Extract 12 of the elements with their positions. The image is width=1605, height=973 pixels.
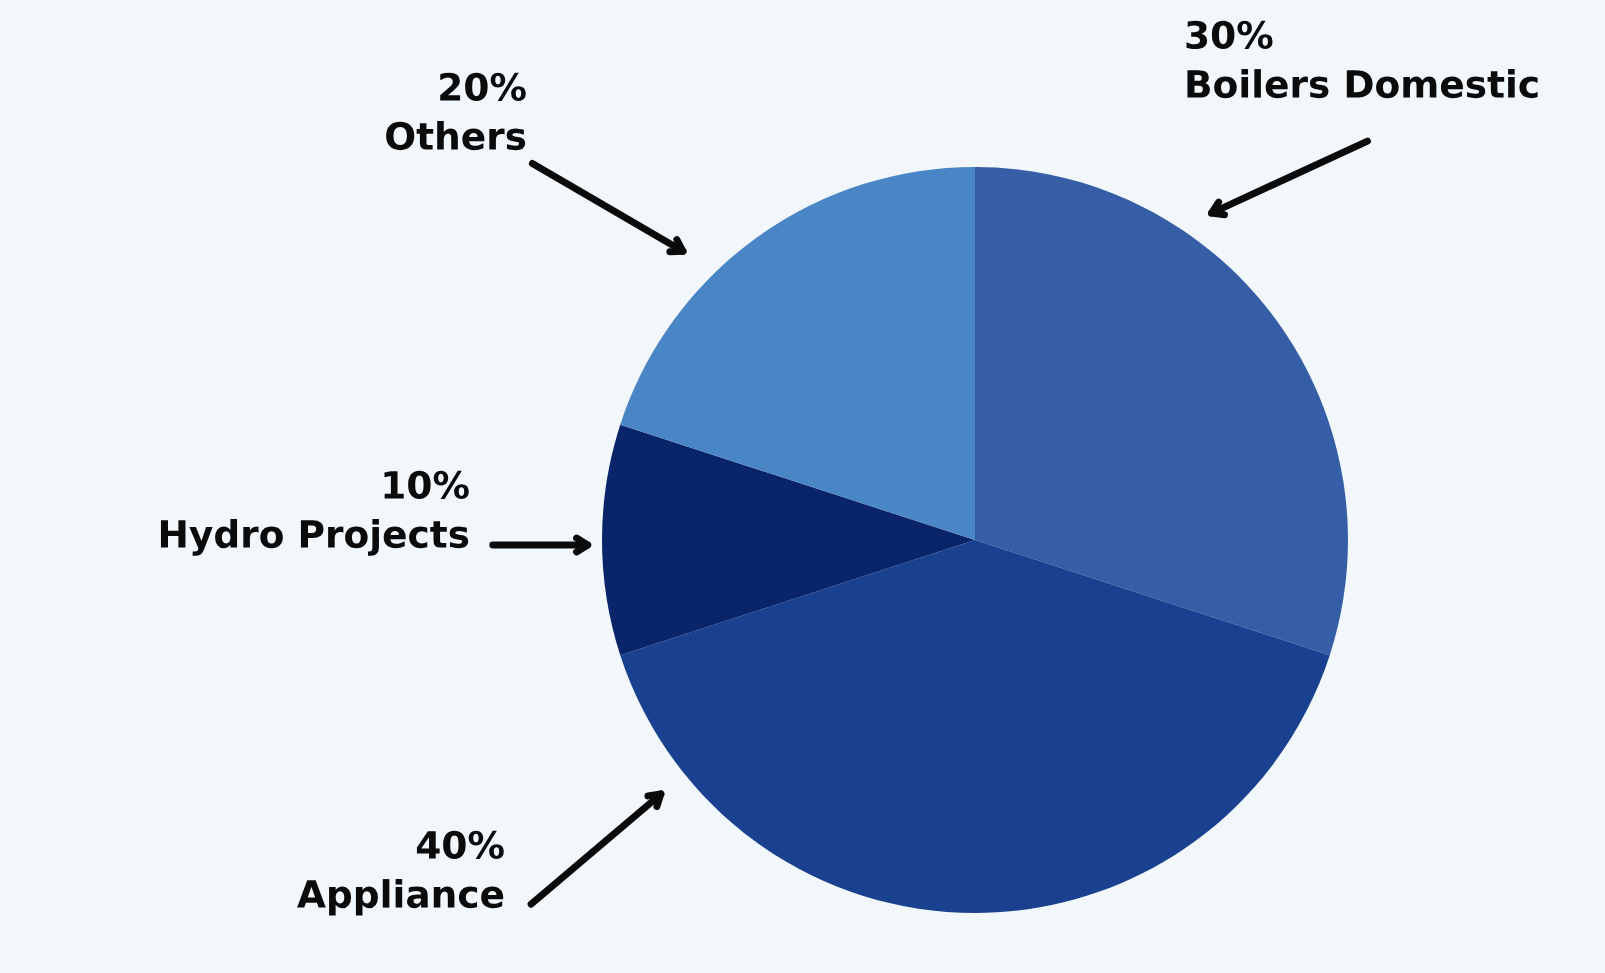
slice-label: Hydro Projects [160,519,469,556]
slice-label: Appliance [297,879,504,916]
slice-label: Boilers Domestic [1187,69,1538,99]
data-label: 40% [416,830,504,860]
data-label: 30% [1186,20,1273,50]
slice-label: Others [386,121,526,151]
pie-slice [975,167,1348,656]
data-label: 10% [384,470,469,500]
pie-slice [620,540,1330,913]
data-label: 20% [440,72,526,102]
pie-slice [602,424,975,656]
pie-slice [620,167,975,540]
